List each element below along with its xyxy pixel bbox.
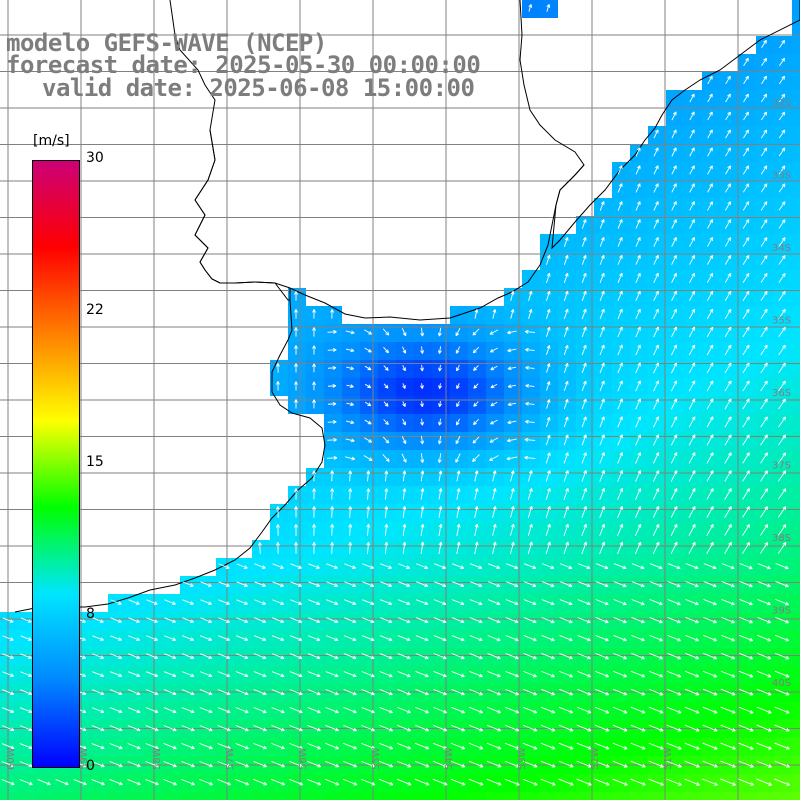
lon-label: 56W bbox=[298, 747, 309, 770]
colorbar-units: [m/s] bbox=[33, 133, 70, 149]
lon-label: 53W bbox=[517, 747, 528, 770]
lon-label: 57W bbox=[225, 747, 236, 770]
lat-label: 36S bbox=[772, 388, 791, 399]
lat-label: 34S bbox=[772, 243, 791, 254]
lon-label: 55W bbox=[371, 747, 382, 770]
lat-label: 40S bbox=[772, 678, 791, 689]
lat-label: 32S bbox=[772, 98, 791, 109]
lon-label: 52W bbox=[590, 747, 601, 770]
lat-label: 33S bbox=[772, 171, 791, 182]
lat-label: 38S bbox=[772, 533, 791, 544]
lat-label: 37S bbox=[772, 461, 791, 472]
lon-label: 54W bbox=[444, 747, 455, 770]
colorbar-tick-15: 15 bbox=[86, 454, 104, 470]
colorbar-tick-30: 30 bbox=[86, 150, 104, 166]
valid-date: valid date: 2025-06-08 15:00:00 bbox=[42, 76, 474, 100]
lon-label: 58W bbox=[152, 747, 163, 770]
colorbar-tick-0: 0 bbox=[86, 758, 95, 774]
lat-label: 35S bbox=[772, 316, 791, 327]
lat-label: 39S bbox=[772, 606, 791, 617]
lon-label: 60W bbox=[6, 747, 17, 770]
colorbar-tick-22: 22 bbox=[86, 302, 104, 318]
colorbar-tick-8: 8 bbox=[86, 606, 95, 622]
lon-label: 51W bbox=[663, 747, 674, 770]
colorbar bbox=[32, 160, 80, 768]
